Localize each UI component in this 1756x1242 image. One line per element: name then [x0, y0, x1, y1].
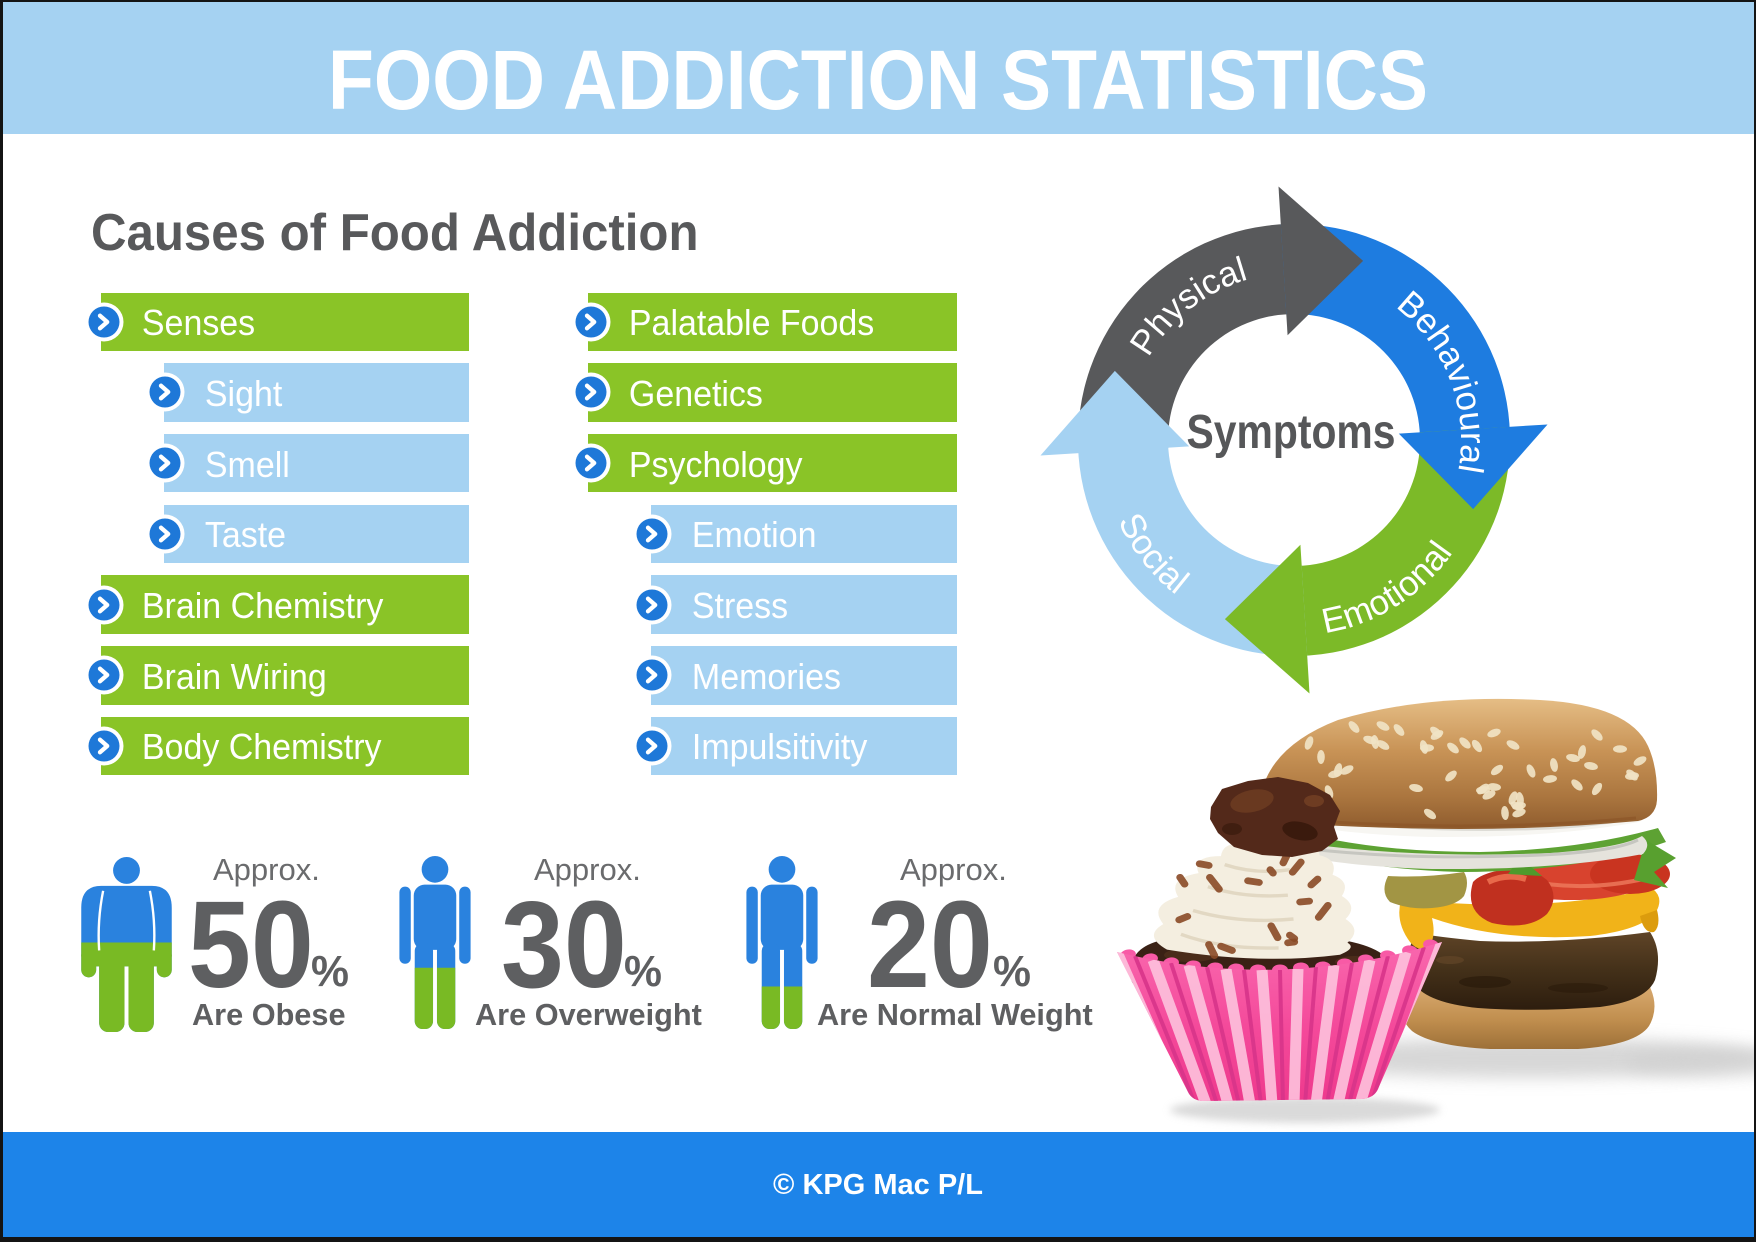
svg-text:Symptoms: Symptoms	[1187, 406, 1396, 459]
